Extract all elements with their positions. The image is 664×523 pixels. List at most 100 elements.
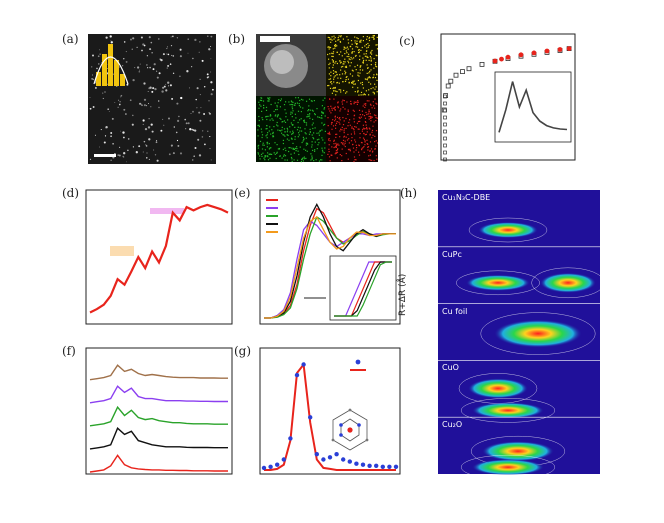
panel-b-map-pixel [357,120,360,123]
panel-b-map-pixel [364,121,366,123]
panel-a-speckle [162,86,165,89]
panel-b-map-pixel [290,156,293,159]
panel-b-map-pixel [264,149,266,151]
panel-b-map-pixel [353,101,355,103]
panel-b-map-pixel [267,155,269,157]
panel-b-map-pixel [277,129,279,131]
panel-g-experiment-point [308,415,313,420]
panel-b-map-pixel [339,62,342,64]
panel-c-desorption-point [492,58,498,64]
panel-b-map-pixel [347,39,349,41]
panel-b-map-pixel [368,59,370,61]
panel-b-map-pixel [293,152,295,154]
panel-b-map-pixel [352,86,354,88]
panel-b-map-pixel [274,153,276,155]
panel-b-map-pixel [300,111,302,113]
panel-g-experiment-point [321,457,326,462]
panel-b-map-pixel [328,63,330,66]
panel-g-experiment-point [288,436,293,441]
panel-b-map-pixel [268,143,270,145]
panel-b-map-pixel [357,46,359,48]
panel-b-map-pixel [329,160,331,162]
panel-b-map-pixel [362,137,365,139]
panel-a-speckle [127,138,130,140]
panel-b-map-pixel [333,81,335,83]
panel-b-map-pixel [328,78,330,80]
panel-b-map-pixel [366,100,368,102]
panel-b-map-pixel [362,40,364,42]
panel-b-map-pixel [271,153,273,155]
panel-b-map-pixel [277,115,279,117]
panel-a-histogram [93,44,129,86]
panel-a-speckle [147,126,151,129]
panel-a-speckle [146,55,149,57]
panel-b-map-pixel [294,147,297,149]
panel-a-speckle [120,130,122,132]
panel-b-map-pixel [284,147,286,149]
panel-b-map-pixel [323,107,326,109]
panel-b-map-pixel [307,115,309,118]
panel-b-map-pixel [331,83,333,85]
panel-b-map-pixel [353,160,355,163]
panel-b-map-pixel [345,71,347,74]
panel-b-map-pixel [276,106,278,108]
panel-b-map-pixel [302,99,304,101]
panel-a-speckle [117,154,119,156]
panel-b-map-pixel [288,150,290,153]
panel-a-speckle [154,154,157,156]
panel-b-map-pixel [286,127,288,129]
panel-d: (d) [62,186,236,336]
panel-b-map-pixel [301,130,303,132]
panel-b-map-pixel [292,124,294,126]
panel-b-map-pixel [328,156,331,158]
panel-g-experiment-point [294,372,300,378]
panel-a-speckle [166,46,168,48]
panel-b-map-pixel [369,128,371,130]
panel-a-speckle [110,40,112,42]
panel-b-map-pixel [375,44,377,46]
panel-b-map-pixel [283,104,286,106]
panel-a-speckle [188,87,191,89]
panel-b-map-pixel [362,147,364,149]
panel-b-map-pixel [343,63,345,65]
panel-b-map-pixel [305,157,307,159]
panel-b-map-pixel [314,149,316,151]
panel-b-map-pixel [357,90,359,92]
panel-c-adsorption-point [448,78,454,84]
panel-b-map-pixel [361,149,363,151]
panel-h-intensity-blob [482,441,554,462]
panel-b-map-pixel [376,48,378,50]
panel-b-map-pixel [295,117,297,119]
panel-b-map-pixel [261,148,264,150]
panel-a-speckle [151,90,154,93]
panel-b-map-pixel [375,65,377,67]
panel-b-map-pixel [360,49,362,51]
panel-a-speckle [152,87,155,90]
panel-b-map-pixel [276,108,278,111]
panel-b-map-pixel [317,116,319,118]
panel-b-map-pixel [358,51,360,53]
panel-a-speckle [146,105,148,107]
panel-b-map-pixel [294,138,296,140]
panel-b-map-pixel [340,108,342,110]
panel-b-map-pixel [323,108,325,110]
panel-b-map-pixel [281,126,283,128]
panel-a-speckle [203,143,206,146]
panel-a-speckle [165,83,167,85]
panel-a-speckle [114,102,116,103]
panel-b-map-pixel [352,109,354,111]
panel-b-map-pixel [333,139,335,141]
panel-b-map-pixel [300,98,303,100]
panel-b-map-pixel [269,157,271,159]
panel-b-map-pixel [265,128,267,130]
panel-b-map-pixel [373,121,375,123]
panel-b-map-pixel [374,148,376,150]
panel-b-map-pixel [376,44,378,46]
panel-b-map-pixel [313,100,315,102]
panel-b-map-pixel [347,133,349,136]
panel-b-map-pixel [338,39,340,41]
panel-b-map-pixel [257,152,259,154]
panel-b-map-pixel [354,141,357,143]
panel-b-map-pixel [261,134,264,136]
panel-b-map-pixel [352,80,354,82]
